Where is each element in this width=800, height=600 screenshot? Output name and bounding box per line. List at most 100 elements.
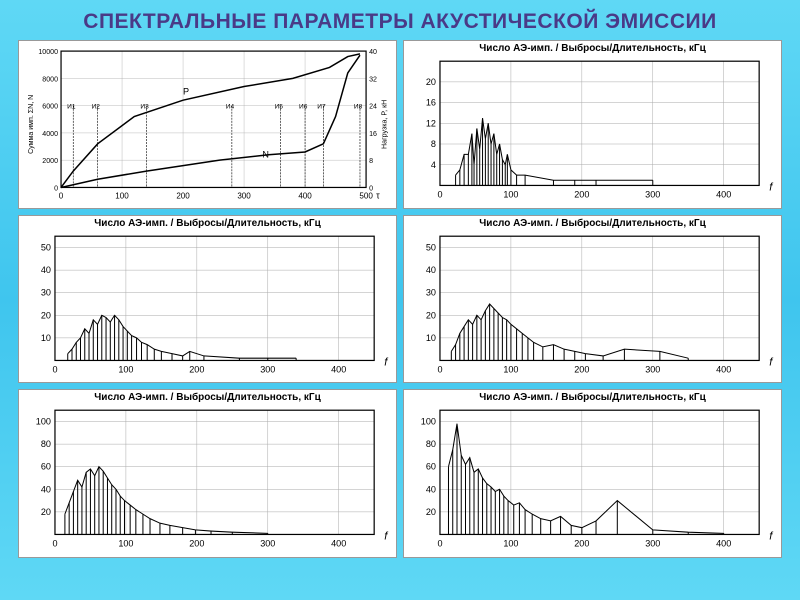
svg-text:10: 10 [41,333,51,343]
svg-text:40: 40 [41,265,51,275]
svg-text:400: 400 [331,539,346,549]
svg-text:100: 100 [503,364,518,374]
svg-text:f: f [384,356,389,368]
panel-loading-curve: 0100200300400500020004000600080001000008… [18,40,397,209]
spectrum-e-title: Число АЭ-имп. / Выбросы/Длительность, кГ… [404,392,781,403]
svg-text:12: 12 [426,118,436,128]
svg-text:300: 300 [237,192,251,201]
panel-spectrum-d: Число АЭ-имп. / Выбросы/Длительность, кГ… [18,389,397,558]
svg-text:20: 20 [426,310,436,320]
svg-text:И5: И5 [275,103,284,110]
svg-text:f: f [769,181,774,193]
svg-text:И4: И4 [226,103,235,110]
svg-text:И3: И3 [140,103,149,110]
svg-text:300: 300 [260,364,275,374]
svg-text:400: 400 [716,539,731,549]
svg-text:30: 30 [426,287,436,297]
svg-text:100: 100 [118,364,133,374]
svg-text:16: 16 [369,131,377,138]
svg-text:0: 0 [437,364,442,374]
spectrum-e-svg: 204060801000100200300400f [404,390,781,557]
loading-curve-svg: 0100200300400500020004000600080001000008… [19,41,396,208]
svg-text:Нагрузка, P, кН: Нагрузка, P, кН [381,100,388,149]
svg-text:40: 40 [426,265,436,275]
svg-text:И6: И6 [299,103,308,110]
panel-spectrum-c: Число АЭ-имп. / Выбросы/Длительность, кГ… [403,215,782,384]
svg-text:40: 40 [369,49,377,56]
svg-text:0: 0 [437,190,442,200]
svg-text:4: 4 [431,160,436,170]
svg-text:0: 0 [437,539,442,549]
svg-text:10000: 10000 [38,49,58,56]
svg-text:200: 200 [189,364,204,374]
svg-text:f: f [384,531,389,543]
svg-text:И7: И7 [317,103,326,110]
svg-text:0: 0 [52,364,57,374]
svg-text:τ: τ [376,191,380,201]
svg-text:50: 50 [426,242,436,252]
svg-text:f: f [769,531,774,543]
svg-text:20: 20 [426,507,436,517]
svg-text:50: 50 [41,242,51,252]
svg-text:6000: 6000 [42,104,58,111]
svg-text:16: 16 [426,98,436,108]
svg-text:20: 20 [41,507,51,517]
svg-text:f: f [769,356,774,368]
svg-text:0: 0 [54,185,58,192]
panel-spectrum-e: Число АЭ-имп. / Выбросы/Длительность, кГ… [403,389,782,558]
page-title: СПЕКТРАЛЬНЫЕ ПАРАМЕТРЫ АКУСТИЧЕСКОЙ ЭМИС… [0,0,800,40]
svg-text:2000: 2000 [42,158,58,165]
panel-spectrum-a: Число АЭ-имп. / Выбросы/Длительность, кГ… [403,40,782,209]
svg-text:8: 8 [431,139,436,149]
spectrum-b-title: Число АЭ-имп. / Выбросы/Длительность, кГ… [19,218,396,229]
svg-text:Сумма имп. ΣN, N: Сумма имп. ΣN, N [28,95,35,154]
spectrum-c-title: Число АЭ-имп. / Выбросы/Длительность, кГ… [404,218,781,229]
svg-text:300: 300 [645,539,660,549]
svg-text:400: 400 [331,364,346,374]
svg-text:400: 400 [298,192,312,201]
svg-text:И2: И2 [92,103,101,110]
svg-text:400: 400 [716,364,731,374]
svg-text:500: 500 [359,192,373,201]
panel-spectrum-b: Число АЭ-имп. / Выбросы/Длительность, кГ… [18,215,397,384]
svg-text:40: 40 [41,485,51,495]
svg-text:0: 0 [59,192,64,201]
svg-text:20: 20 [426,77,436,87]
svg-text:N: N [262,149,269,159]
svg-text:P: P [183,87,189,97]
svg-text:24: 24 [369,104,377,111]
svg-text:100: 100 [421,417,436,427]
spectrum-a-svg: 481216200100200300400f [404,41,781,208]
svg-text:100: 100 [503,190,518,200]
svg-text:И8: И8 [354,103,363,110]
svg-text:20: 20 [41,310,51,320]
svg-text:И1: И1 [67,103,76,110]
svg-text:400: 400 [716,190,731,200]
svg-text:200: 200 [189,539,204,549]
svg-text:100: 100 [118,539,133,549]
svg-text:100: 100 [36,417,51,427]
svg-text:4000: 4000 [42,131,58,138]
spectrum-d-title: Число АЭ-имп. / Выбросы/Длительность, кГ… [19,392,396,403]
spectrum-a-title: Число АЭ-имп. / Выбросы/Длительность, кГ… [404,43,781,54]
svg-text:10: 10 [426,333,436,343]
svg-text:100: 100 [115,192,129,201]
svg-text:8: 8 [369,158,373,165]
svg-text:32: 32 [369,76,377,83]
svg-text:8000: 8000 [42,76,58,83]
svg-text:200: 200 [574,364,589,374]
svg-text:60: 60 [426,462,436,472]
spectrum-b-svg: 10203040500100200300400f [19,216,396,383]
svg-text:60: 60 [41,462,51,472]
svg-text:40: 40 [426,485,436,495]
chart-grid: 0100200300400500020004000600080001000008… [0,40,800,570]
spectrum-d-svg: 204060801000100200300400f [19,390,396,557]
svg-text:300: 300 [260,539,275,549]
svg-text:300: 300 [645,364,660,374]
svg-text:200: 200 [574,539,589,549]
svg-text:200: 200 [574,190,589,200]
svg-text:200: 200 [176,192,190,201]
svg-text:80: 80 [41,439,51,449]
svg-text:0: 0 [369,185,373,192]
spectrum-c-svg: 10 20 30 40 50 0 100 200 300 400 f [404,216,781,383]
